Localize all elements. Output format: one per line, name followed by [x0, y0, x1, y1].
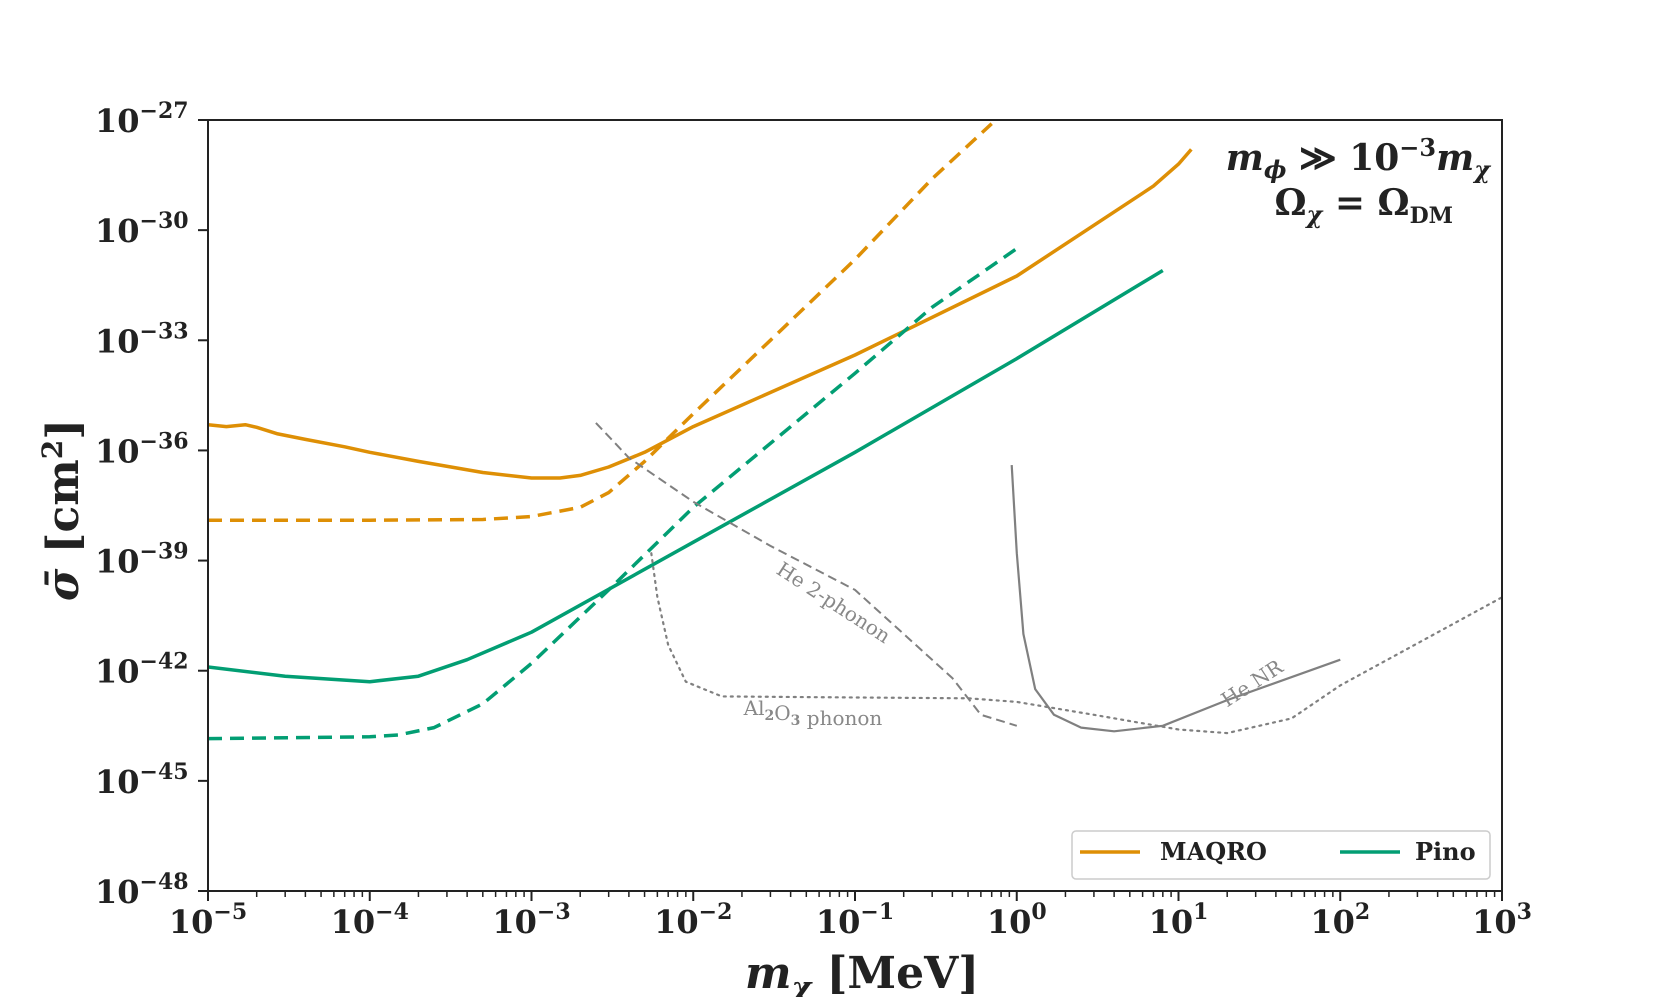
series-line-pino-dashed [208, 247, 1018, 741]
y-tick-label: 10−33 [95, 318, 189, 360]
annotation-he-2-phonon: He 2-phonon [772, 557, 895, 648]
corner-annotation-relic-density: Ωχ = ΩDM [1274, 182, 1453, 229]
y-tick-label: 10−45 [95, 759, 189, 801]
x-tick-label: 102 [1310, 899, 1370, 941]
series-line-he-nr-solid [1010, 465, 1341, 733]
y-tick-label: 10−39 [95, 539, 189, 581]
x-tick-label: 10−1 [816, 899, 894, 941]
x-tick-label: 101 [1149, 899, 1209, 941]
legend-box [1071, 830, 1491, 880]
legend-label-maqro: MAQRO [1160, 837, 1267, 866]
legend: MAQRO Pino [1071, 830, 1491, 880]
x-tick-label: 10−4 [331, 899, 409, 941]
series-line-al2o3-phonon-dotted [650, 552, 1502, 735]
series-line-pino-solid [208, 269, 1164, 684]
series-line-maqro-dashed [208, 122, 993, 522]
y-tick-label: 10−42 [95, 649, 189, 691]
annotation-al2o3-phonon: Al2O3 phonon [743, 696, 883, 730]
x-axis-ticks: 10−5 10−4 10−3 10−2 10−1 100 101 102 103 [169, 891, 1532, 941]
x-tick-label: 10−2 [654, 899, 732, 941]
x-axis-title: mχ [MeV] [745, 948, 979, 997]
series-line-maqro-solid [208, 148, 1193, 480]
plot-frame [207, 119, 1503, 892]
legend-label-pino: Pino [1415, 837, 1476, 866]
series-line-he-2-phonon-dashed [595, 422, 1018, 727]
y-tick-label: 10−27 [95, 98, 189, 140]
series-lines [208, 122, 1502, 741]
x-tick-label: 10−3 [492, 899, 570, 941]
y-tick-label: 10−36 [95, 428, 189, 470]
y-tick-label: 10−30 [95, 208, 189, 250]
x-tick-label: 103 [1472, 899, 1532, 941]
y-axis-ticks: 10−27 10−30 10−33 10−36 10−39 10−42 10−45 10−48 [95, 98, 208, 911]
x-tick-label: 10−5 [169, 899, 247, 941]
corner-annotation-mediator-mass: mϕ ≫ 10−3mχ [1226, 133, 1491, 184]
x-tick-label: 100 [987, 899, 1047, 941]
y-tick-label: 10−48 [95, 869, 189, 911]
y-axis-title: σ̄ [cm2] [36, 419, 89, 601]
